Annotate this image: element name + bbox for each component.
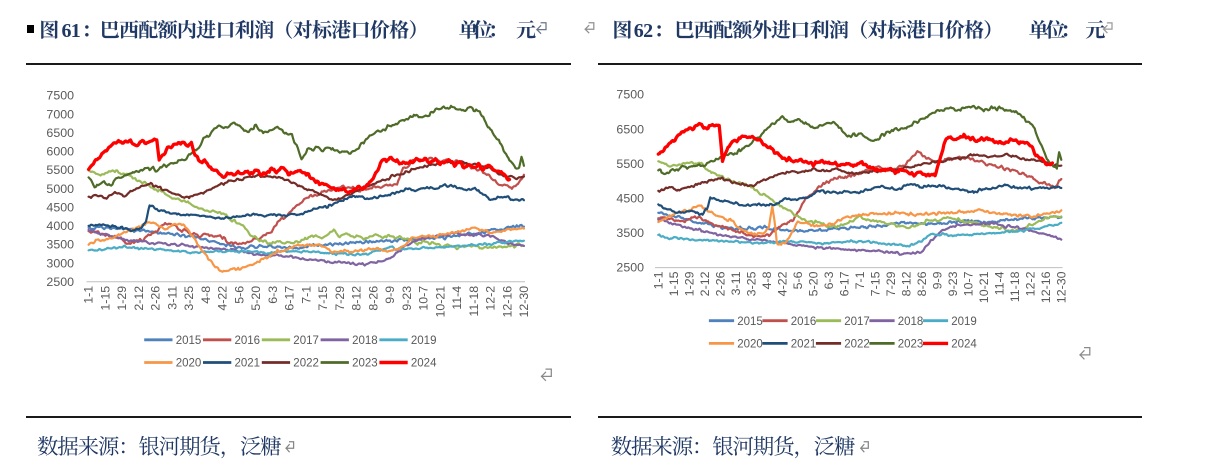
svg-text:7-1: 7-1 — [853, 271, 867, 289]
svg-text:6-3: 6-3 — [266, 286, 280, 304]
svg-text:7500: 7500 — [46, 89, 74, 103]
svg-text:2024: 2024 — [411, 358, 437, 370]
svg-text:9-9: 9-9 — [930, 271, 944, 289]
svg-text:2020: 2020 — [737, 339, 763, 351]
svg-text:10-21: 10-21 — [433, 286, 447, 318]
svg-text:4000: 4000 — [46, 219, 74, 233]
svg-text:2500: 2500 — [616, 261, 644, 275]
svg-text:4500: 4500 — [46, 200, 74, 214]
svg-text:2-26: 2-26 — [713, 271, 727, 296]
svg-text:6-17: 6-17 — [283, 286, 297, 311]
svg-text:2017: 2017 — [844, 316, 870, 328]
svg-text:4500: 4500 — [616, 191, 644, 205]
svg-text:6000: 6000 — [46, 145, 74, 159]
svg-text:5-20: 5-20 — [249, 286, 263, 311]
svg-text:11-4: 11-4 — [992, 271, 1006, 295]
svg-text:2020: 2020 — [176, 358, 202, 370]
svg-text:7-29: 7-29 — [884, 271, 898, 296]
svg-text:2022: 2022 — [844, 339, 870, 351]
svg-text:2500: 2500 — [46, 275, 74, 289]
svg-text:8-26: 8-26 — [915, 271, 929, 296]
svg-text:2023: 2023 — [352, 358, 378, 370]
svg-text:5500: 5500 — [46, 163, 74, 177]
svg-text:2-26: 2-26 — [149, 286, 163, 311]
svg-text:5-6: 5-6 — [791, 271, 805, 289]
svg-text:1-1: 1-1 — [651, 271, 665, 289]
svg-text:3-25: 3-25 — [744, 271, 758, 296]
svg-text:2019: 2019 — [411, 335, 437, 347]
svg-text:3-25: 3-25 — [182, 286, 196, 311]
svg-text:2021: 2021 — [791, 339, 817, 351]
svg-text:3000: 3000 — [46, 256, 74, 270]
svg-text:5-20: 5-20 — [806, 271, 820, 296]
svg-text:12-30: 12-30 — [1054, 271, 1068, 303]
svg-text:10-7: 10-7 — [417, 286, 431, 311]
svg-text:2019: 2019 — [951, 316, 977, 328]
svg-text:2023: 2023 — [898, 339, 924, 351]
svg-text:10-7: 10-7 — [961, 271, 975, 296]
svg-text:1-15: 1-15 — [98, 286, 112, 311]
svg-text:2021: 2021 — [235, 358, 261, 370]
svg-text:8-12: 8-12 — [899, 271, 913, 296]
svg-text:6-17: 6-17 — [837, 271, 851, 296]
svg-text:2018: 2018 — [352, 335, 378, 347]
svg-text:2015: 2015 — [737, 316, 763, 328]
svg-text:6500: 6500 — [46, 126, 74, 140]
svg-text:1-29: 1-29 — [682, 271, 696, 296]
svg-text:3-11: 3-11 — [165, 286, 179, 310]
svg-text:6-3: 6-3 — [822, 271, 836, 289]
svg-text:2-12: 2-12 — [132, 286, 146, 311]
svg-text:2016: 2016 — [235, 335, 261, 347]
svg-text:4-8: 4-8 — [199, 286, 213, 304]
svg-text:8-26: 8-26 — [366, 286, 380, 311]
svg-text:2015: 2015 — [176, 335, 202, 347]
svg-text:7-15: 7-15 — [316, 286, 330, 311]
svg-text:10-21: 10-21 — [977, 271, 991, 303]
svg-text:6500: 6500 — [616, 122, 644, 136]
svg-text:7-1: 7-1 — [299, 286, 313, 304]
svg-text:1-1: 1-1 — [82, 286, 96, 304]
svg-text:5500: 5500 — [616, 157, 644, 171]
svg-text:3500: 3500 — [616, 226, 644, 240]
svg-text:3500: 3500 — [46, 238, 74, 252]
svg-text:1-15: 1-15 — [667, 271, 681, 296]
svg-text:2016: 2016 — [791, 316, 817, 328]
svg-text:11-4: 11-4 — [450, 286, 464, 310]
svg-text:8-12: 8-12 — [350, 286, 364, 311]
svg-text:12-16: 12-16 — [1039, 271, 1053, 303]
svg-text:12-16: 12-16 — [500, 286, 514, 318]
svg-text:2024: 2024 — [951, 339, 977, 351]
svg-text:7000: 7000 — [46, 107, 74, 121]
svg-text:9-9: 9-9 — [383, 286, 397, 304]
svg-text:2018: 2018 — [898, 316, 924, 328]
svg-text:5000: 5000 — [46, 182, 74, 196]
svg-text:4-22: 4-22 — [216, 286, 230, 311]
svg-text:5-6: 5-6 — [232, 286, 246, 304]
svg-text:7-29: 7-29 — [333, 286, 347, 311]
svg-text:12-30: 12-30 — [517, 286, 531, 318]
svg-text:2022: 2022 — [293, 358, 319, 370]
svg-text:1-29: 1-29 — [115, 286, 129, 311]
svg-text:4-22: 4-22 — [775, 271, 789, 296]
svg-text:9-23: 9-23 — [400, 286, 414, 311]
svg-text:11-18: 11-18 — [467, 286, 481, 317]
svg-text:2017: 2017 — [293, 335, 319, 347]
svg-text:7500: 7500 — [616, 88, 644, 102]
svg-text:2-12: 2-12 — [698, 271, 712, 296]
svg-text:9-23: 9-23 — [946, 271, 960, 296]
svg-text:7-15: 7-15 — [868, 271, 882, 296]
svg-text:4-8: 4-8 — [760, 271, 774, 289]
svg-text:12-2: 12-2 — [484, 286, 498, 311]
svg-text:11-18: 11-18 — [1008, 271, 1022, 302]
svg-text:3-11: 3-11 — [729, 271, 743, 295]
svg-text:12-2: 12-2 — [1023, 271, 1037, 296]
